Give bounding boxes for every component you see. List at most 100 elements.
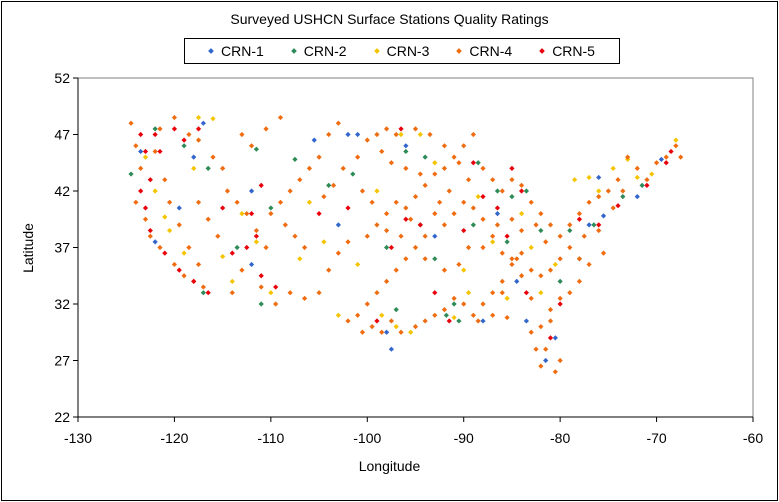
data-point-crn-5 (147, 227, 153, 234)
data-point-crn-4 (480, 301, 486, 307)
data-point-crn-4 (538, 273, 544, 279)
data-point-crn-4 (422, 233, 428, 239)
data-point-crn-5 (518, 188, 525, 194)
data-point-crn-1 (403, 143, 409, 149)
data-point-crn-4 (133, 143, 139, 149)
data-point-crn-5 (345, 205, 351, 211)
data-point-crn-3 (490, 239, 496, 245)
data-point-crn-4 (408, 216, 414, 222)
data-point-crn-3 (162, 214, 168, 220)
y-tick-label: 22 (54, 409, 70, 425)
data-point-crn-4 (528, 199, 534, 205)
chart-title: Surveyed USHCN Surface Stations Quality … (230, 11, 549, 27)
data-point-crn-3 (610, 165, 616, 171)
data-point-crn-4 (441, 165, 448, 171)
data-point-crn-4 (518, 273, 525, 279)
y-axis-title: Latitude (20, 223, 36, 273)
data-point-crn-5 (576, 216, 583, 222)
data-point-crn-4 (388, 160, 394, 166)
data-point-crn-5 (494, 205, 501, 211)
data-point-crn-4 (186, 131, 192, 138)
data-point-crn-4 (364, 233, 370, 239)
y-tick-label: 27 (54, 353, 70, 369)
data-point-crn-4 (330, 182, 337, 188)
data-point-crn-4 (533, 222, 539, 228)
data-point-crn-1 (355, 131, 361, 138)
data-point-crn-4 (538, 324, 544, 330)
data-point-crn-4 (620, 188, 626, 194)
data-point-crn-2 (403, 148, 409, 155)
data-point-crn-5 (244, 244, 250, 251)
data-point-crn-3 (321, 239, 327, 245)
data-point-crn-4 (403, 256, 409, 262)
data-point-crn-4 (528, 295, 534, 301)
axis-ticks: -130 -120 -110 -100 -90 -80 -70 -60 22 27 32 37 42 47… (54, 70, 763, 446)
data-point-crn-4 (220, 165, 226, 171)
data-point-crn-5 (557, 301, 563, 307)
data-point-crn-4 (162, 177, 168, 183)
data-point-crn-4 (437, 199, 443, 205)
x-axis-title: Longitude (358, 458, 421, 474)
data-point-crn-4 (465, 177, 472, 183)
data-point-crn-3 (239, 211, 245, 217)
data-point-crn-1 (248, 261, 255, 268)
data-point-crn-2 (432, 256, 438, 262)
data-point-crn-3 (142, 154, 149, 160)
data-point-crn-4 (335, 120, 341, 126)
data-point-crn-1 (514, 278, 520, 284)
data-point-crn-4 (461, 199, 467, 205)
data-point-crn-2 (128, 171, 134, 177)
x-tick-label: -90 (454, 430, 474, 446)
data-point-crn-1 (634, 194, 640, 200)
data-point-crn-4 (234, 199, 240, 205)
data-point-crn-1 (494, 211, 501, 217)
data-point-crn-4 (509, 216, 515, 222)
data-point-crn-4 (393, 267, 399, 273)
data-point-crn-2 (494, 188, 501, 194)
data-point-crn-4 (596, 227, 602, 234)
data-point-crn-4 (432, 312, 438, 318)
data-point-crn-4 (557, 295, 563, 301)
data-point-crn-4 (364, 301, 370, 307)
data-point-crn-4 (369, 199, 375, 205)
data-point-crn-3 (355, 261, 361, 268)
data-point-crn-4 (398, 329, 404, 335)
x-tick-label: -130 (64, 430, 92, 446)
data-point-crn-4 (345, 239, 351, 245)
legend-item-crn-3: CRN-3 (373, 43, 429, 59)
data-point-crn-4 (538, 363, 544, 369)
data-point-crn-4 (297, 177, 303, 183)
data-point-crn-5 (644, 182, 650, 188)
data-point-crn-2 (523, 188, 529, 194)
data-point-crn-3 (398, 131, 404, 138)
data-point-crn-4 (412, 324, 419, 330)
data-point-crn-4 (335, 250, 341, 256)
data-point-crn-4 (306, 165, 313, 171)
data-point-crn-3 (374, 188, 380, 194)
data-point-crn-5 (157, 148, 163, 155)
data-point-crn-2 (258, 301, 264, 307)
data-point-crn-4 (374, 222, 380, 228)
data-point-crn-1 (345, 131, 351, 138)
data-point-crn-4 (586, 261, 592, 268)
data-point-crn-4 (514, 256, 520, 262)
data-point-crn-5 (547, 335, 554, 341)
data-point-crn-4 (340, 165, 346, 171)
data-point-crn-5 (181, 137, 187, 143)
data-point-crn-3 (181, 250, 187, 256)
data-point-crn-4 (215, 233, 221, 239)
data-point-crn-5 (258, 182, 264, 188)
data-point-crn-4 (277, 199, 284, 205)
data-point-crn-1 (176, 205, 182, 211)
data-point-crn-4 (364, 137, 370, 143)
data-point-crn-4 (326, 131, 332, 138)
data-point-crn-5 (205, 290, 211, 296)
data-point-crn-4 (518, 250, 525, 256)
data-point-crn-3 (167, 227, 173, 234)
data-point-crn-4 (383, 126, 390, 132)
data-point-crn-4 (634, 165, 640, 171)
data-point-crn-4 (494, 222, 501, 228)
data-point-crn-5 (374, 318, 380, 324)
data-point-crn-4 (152, 148, 158, 155)
data-point-crn-4 (316, 154, 322, 160)
